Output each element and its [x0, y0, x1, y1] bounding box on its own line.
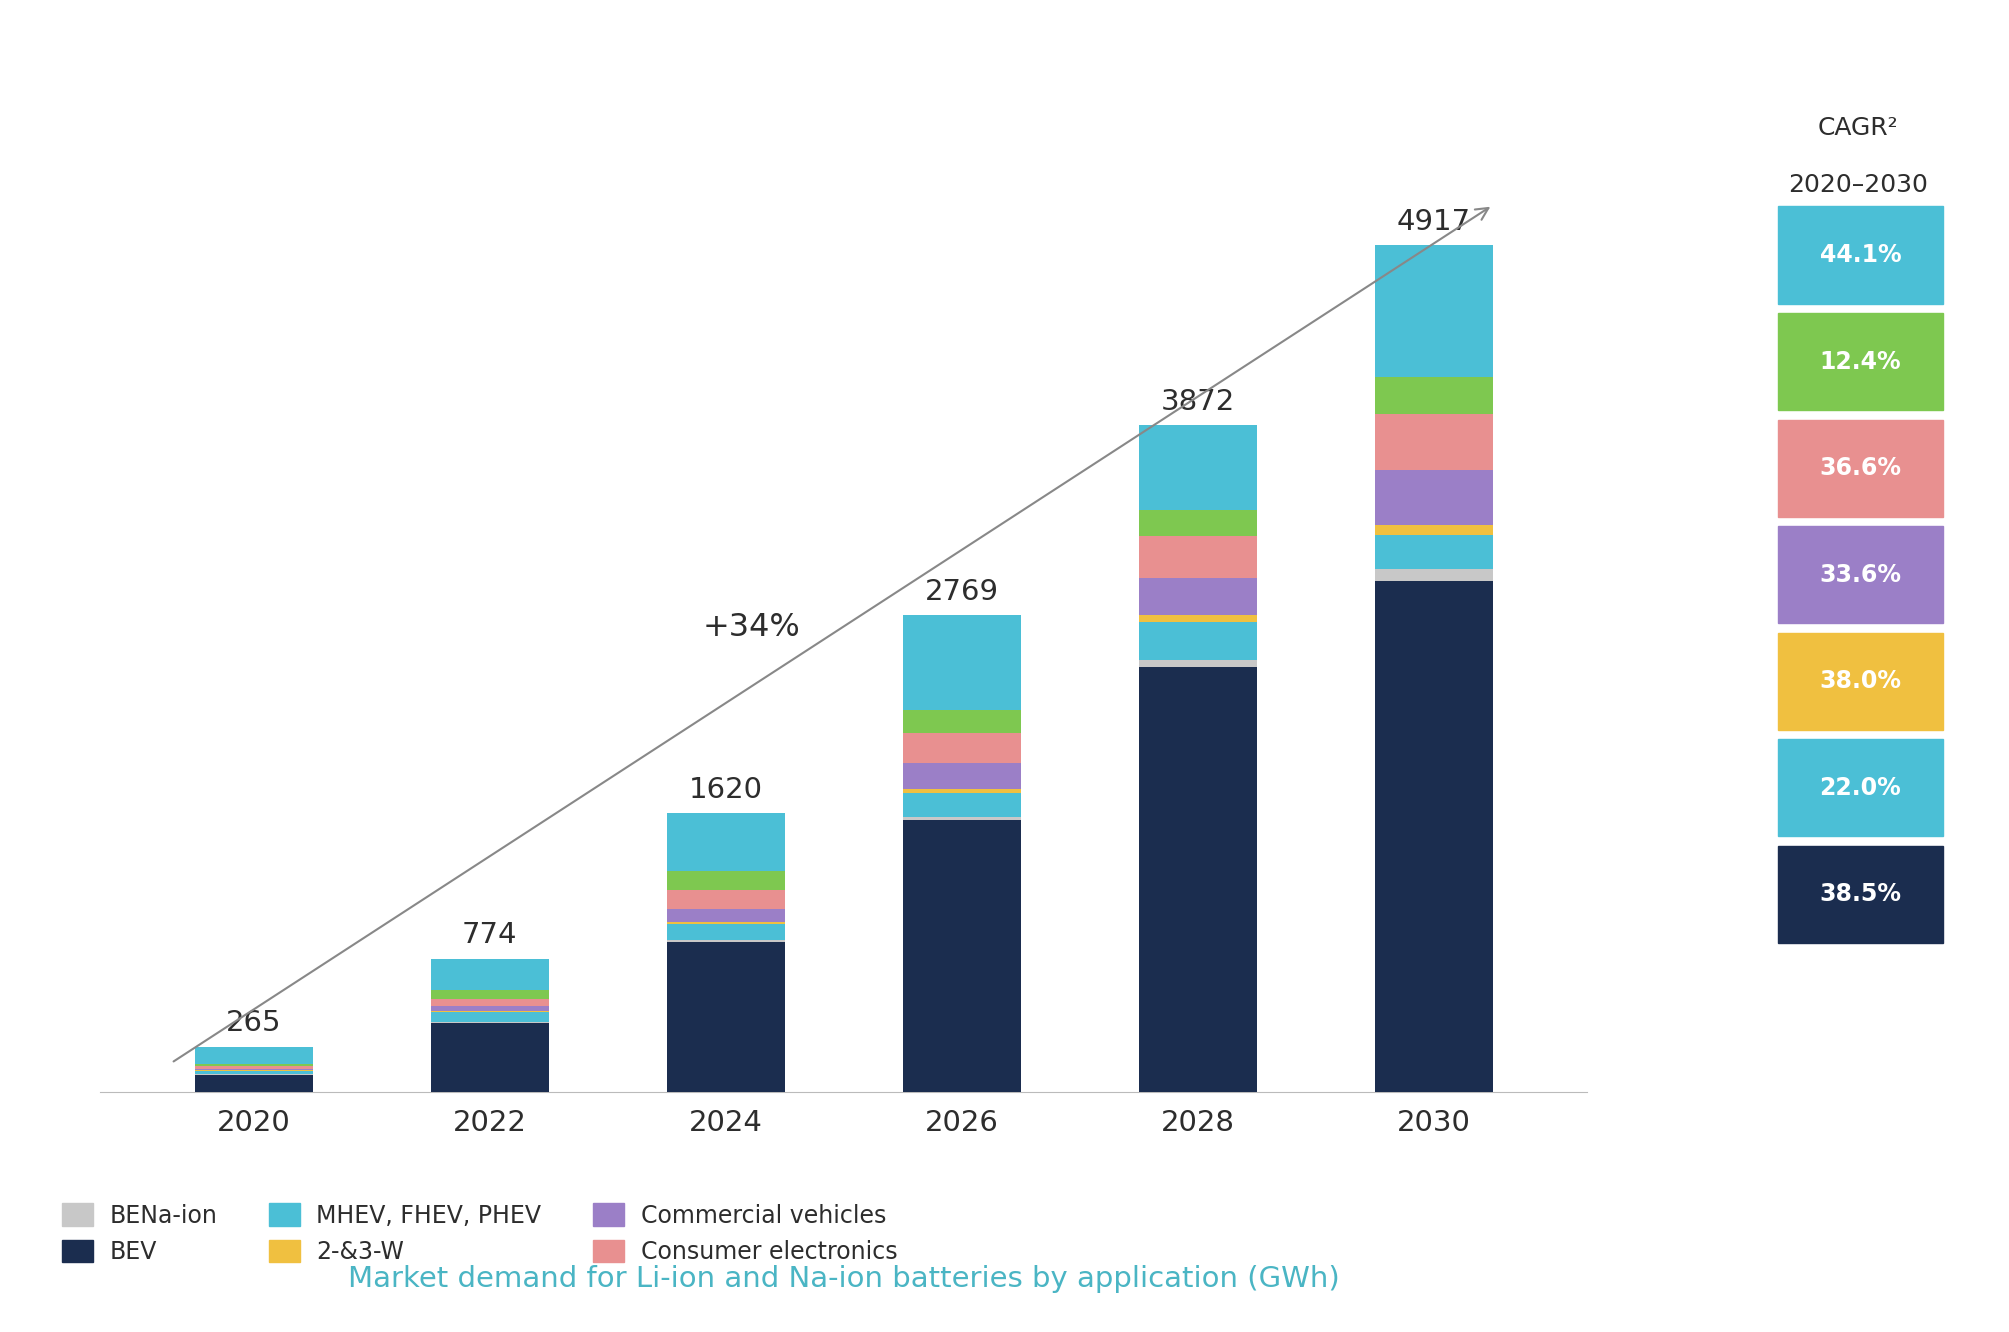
Bar — [430, 1022, 548, 1023]
Bar — [902, 763, 1021, 789]
Bar — [1139, 537, 1258, 578]
Text: 44.1%: 44.1% — [1820, 242, 1901, 268]
Bar — [1139, 615, 1258, 622]
Bar — [1374, 414, 1493, 470]
Bar — [902, 817, 1021, 821]
Bar — [902, 793, 1021, 817]
Bar — [430, 1012, 548, 1022]
Bar — [667, 922, 786, 924]
Bar — [195, 1064, 313, 1067]
Bar — [1374, 570, 1493, 581]
Bar — [1374, 470, 1493, 525]
Bar — [195, 1070, 313, 1071]
Text: 2020–2030: 2020–2030 — [1788, 173, 1929, 197]
Bar — [1139, 510, 1258, 537]
Bar — [1139, 578, 1258, 615]
Bar — [1374, 581, 1493, 1092]
Bar — [1139, 667, 1258, 1092]
Bar — [667, 924, 786, 940]
Text: Market demand for Li-ion and Na-ion batteries by application (GWh): Market demand for Li-ion and Na-ion batt… — [348, 1264, 1340, 1293]
Bar — [1374, 377, 1493, 414]
Text: CAGR²: CAGR² — [1818, 116, 1899, 140]
Text: 12.4%: 12.4% — [1820, 349, 1901, 374]
Bar — [667, 910, 786, 922]
Bar — [667, 943, 786, 1092]
Text: 265: 265 — [227, 1010, 281, 1038]
Bar — [902, 615, 1021, 710]
Bar — [430, 999, 548, 1007]
Legend: BENa-ion, BEV, MHEV, FHEV, PHEV, 2-&3-W, Commercial vehicles, Consumer electroni: BENa-ion, BEV, MHEV, FHEV, PHEV, 2-&3-W,… — [52, 1193, 906, 1273]
Bar — [1139, 622, 1258, 659]
Bar — [902, 821, 1021, 1092]
Text: 4917: 4917 — [1396, 208, 1471, 236]
Bar — [667, 814, 786, 871]
Text: 38.5%: 38.5% — [1820, 882, 1901, 907]
Text: 2769: 2769 — [924, 578, 998, 606]
Text: 3872: 3872 — [1161, 388, 1236, 416]
Bar — [430, 990, 548, 999]
Bar — [430, 1023, 548, 1092]
Bar — [430, 1007, 548, 1011]
Bar — [902, 710, 1021, 733]
Bar — [667, 871, 786, 890]
Bar — [1374, 245, 1493, 377]
Text: 1620: 1620 — [689, 775, 763, 803]
Text: 38.0%: 38.0% — [1820, 669, 1901, 694]
Bar — [667, 890, 786, 910]
Bar — [902, 733, 1021, 763]
Text: 774: 774 — [462, 922, 518, 950]
Bar — [195, 1071, 313, 1075]
Bar — [667, 940, 786, 943]
Bar — [1139, 659, 1258, 667]
Bar — [195, 1047, 313, 1064]
Bar — [902, 789, 1021, 793]
Text: 33.6%: 33.6% — [1820, 562, 1901, 587]
Bar — [195, 1075, 313, 1092]
Bar — [1374, 525, 1493, 535]
Text: 36.6%: 36.6% — [1820, 456, 1901, 481]
Bar — [195, 1067, 313, 1070]
Bar — [430, 959, 548, 990]
Bar — [1139, 425, 1258, 510]
Bar — [1374, 535, 1493, 570]
Text: +34%: +34% — [703, 611, 800, 642]
Text: 22.0%: 22.0% — [1820, 775, 1901, 801]
